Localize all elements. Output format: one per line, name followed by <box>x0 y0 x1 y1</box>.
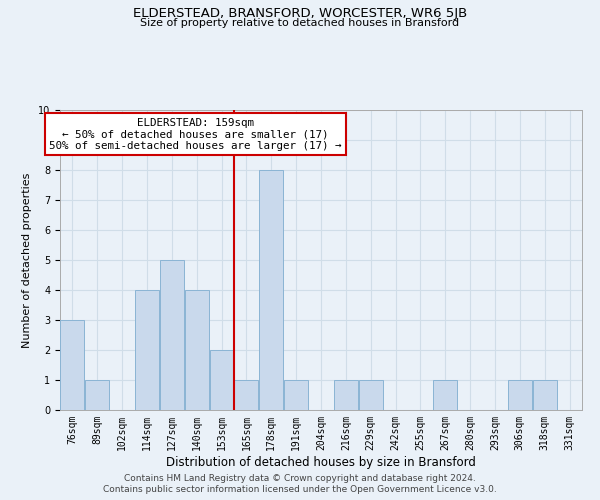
Bar <box>284 380 308 410</box>
Bar <box>135 290 159 410</box>
Bar <box>185 290 209 410</box>
Bar <box>508 380 532 410</box>
Bar <box>235 380 259 410</box>
Bar <box>334 380 358 410</box>
Bar <box>61 320 85 410</box>
Bar <box>359 380 383 410</box>
Text: Contains HM Land Registry data © Crown copyright and database right 2024.: Contains HM Land Registry data © Crown c… <box>124 474 476 483</box>
Text: ELDERSTEAD: 159sqm
← 50% of detached houses are smaller (17)
50% of semi-detache: ELDERSTEAD: 159sqm ← 50% of detached hou… <box>49 118 342 150</box>
X-axis label: Distribution of detached houses by size in Bransford: Distribution of detached houses by size … <box>166 456 476 468</box>
Bar <box>259 170 283 410</box>
Bar <box>85 380 109 410</box>
Bar <box>209 350 233 410</box>
Bar <box>533 380 557 410</box>
Bar <box>433 380 457 410</box>
Y-axis label: Number of detached properties: Number of detached properties <box>22 172 32 348</box>
Bar <box>160 260 184 410</box>
Text: Contains public sector information licensed under the Open Government Licence v3: Contains public sector information licen… <box>103 485 497 494</box>
Text: ELDERSTEAD, BRANSFORD, WORCESTER, WR6 5JB: ELDERSTEAD, BRANSFORD, WORCESTER, WR6 5J… <box>133 8 467 20</box>
Text: Size of property relative to detached houses in Bransford: Size of property relative to detached ho… <box>140 18 460 28</box>
